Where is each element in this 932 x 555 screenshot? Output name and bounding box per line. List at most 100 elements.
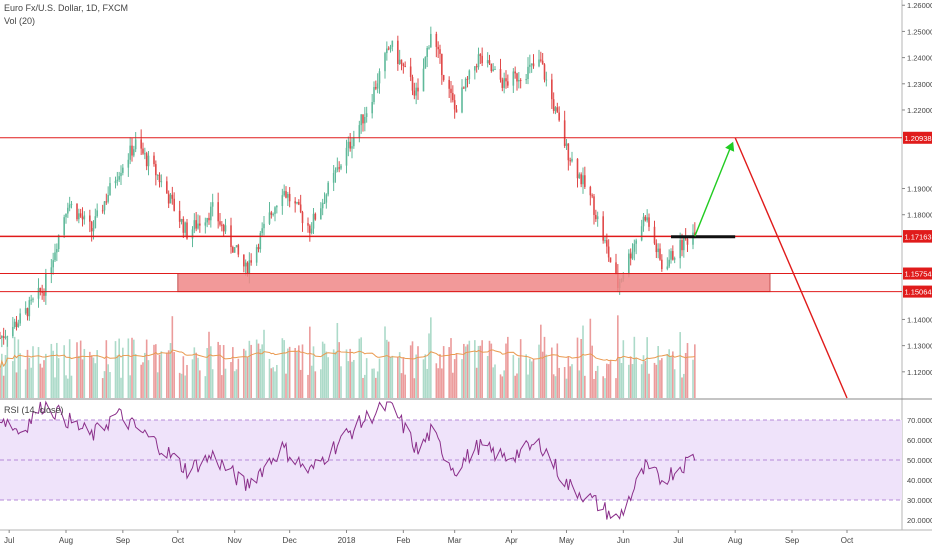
candle-body (210, 206, 212, 221)
volume-bar (448, 347, 450, 398)
volume-bar (387, 341, 390, 398)
volume-bar (57, 358, 60, 398)
volume-bar (105, 340, 108, 398)
volume-bar (479, 345, 482, 398)
bearish-projection-line (734, 137, 848, 399)
volume-bar (345, 349, 348, 398)
candle-body (235, 245, 238, 248)
time-tick-label: Nov (228, 536, 242, 545)
support-zone (177, 273, 771, 293)
candle-body (323, 202, 326, 204)
volume-bar (127, 338, 130, 398)
candle-body (70, 203, 73, 205)
candle-body (512, 71, 515, 86)
volume-bar (452, 372, 454, 398)
volume-bar (684, 352, 687, 398)
volume-bar (94, 363, 97, 398)
candle-body (358, 125, 361, 138)
candle-body (206, 217, 208, 223)
candle-body (571, 158, 573, 162)
candle-body (83, 215, 86, 220)
volume-bar (620, 363, 623, 398)
candle-body (276, 206, 278, 208)
volume-bar (261, 344, 263, 398)
candle-body (65, 213, 67, 218)
volume-bar (477, 345, 480, 398)
volume-bar (19, 353, 21, 398)
candle-body (79, 213, 82, 217)
volume-bar (248, 340, 251, 398)
volume-bar (442, 346, 445, 398)
candle-body (371, 101, 373, 114)
candle-body (224, 225, 227, 232)
candle-body (299, 204, 302, 213)
volume-bar (208, 331, 210, 398)
candle-body (261, 228, 263, 234)
volume-bar (409, 345, 412, 398)
candle-body (628, 253, 630, 276)
volume-bar (147, 360, 150, 398)
candle-body (551, 79, 553, 100)
volume-bar (63, 345, 65, 398)
volume-bar (365, 358, 368, 398)
candle-body (545, 79, 548, 81)
candle-body (661, 259, 663, 270)
volume-bar (268, 358, 271, 398)
volume-bar (525, 354, 527, 398)
volume-bar (233, 371, 236, 398)
volume-bar (171, 316, 174, 398)
volume-bar (529, 358, 531, 398)
volume-bar (325, 351, 328, 398)
candle-body (103, 201, 106, 211)
candle-body (397, 40, 399, 64)
candle-body (653, 226, 656, 244)
volume-bar (503, 370, 505, 398)
candle-body (134, 139, 137, 150)
volume-bar (668, 349, 670, 398)
volume-bar (514, 375, 516, 398)
volume-bar (103, 371, 106, 398)
volume-bar (397, 356, 399, 398)
candle-body (430, 33, 432, 48)
volume-bar (131, 337, 133, 398)
volume-bar (50, 343, 53, 398)
volume-bar (134, 353, 137, 398)
candle-body (424, 56, 427, 69)
candle-body (96, 210, 98, 217)
candle-body (294, 201, 296, 204)
candle-body (287, 193, 289, 198)
rsi-line (0, 400, 696, 520)
volume-bar (178, 372, 181, 398)
candle-body (131, 145, 133, 156)
candle-body (400, 59, 403, 64)
volume-bar (615, 378, 617, 398)
volume-bar (435, 363, 438, 398)
volume-bar (540, 324, 542, 398)
volume-bar (30, 367, 32, 398)
candle-body (672, 251, 674, 260)
candle-body (360, 114, 362, 126)
candle-body (684, 237, 687, 239)
volume-bar (56, 342, 58, 398)
candle-body (283, 191, 285, 196)
candle-body (257, 247, 260, 250)
candle-body (248, 260, 251, 274)
volume-bar (24, 369, 27, 398)
volume-bar (681, 377, 683, 398)
volume-bar (463, 343, 465, 398)
volume-bar (415, 354, 417, 398)
candle-body (68, 204, 71, 208)
candle-body (629, 253, 632, 259)
candle-body (101, 210, 104, 212)
candle-body (479, 54, 482, 56)
price-tick-label: 1.12000 (907, 368, 932, 377)
candle-body (404, 65, 406, 67)
rsi-legend: RSI (14, close) (4, 405, 64, 415)
candle-body (321, 203, 324, 209)
volume-bar (353, 359, 355, 398)
candle-body (582, 175, 584, 185)
candle-body (90, 221, 93, 232)
volume-bar (169, 343, 172, 398)
volume-bar (219, 344, 221, 398)
volume-bar (270, 368, 273, 398)
